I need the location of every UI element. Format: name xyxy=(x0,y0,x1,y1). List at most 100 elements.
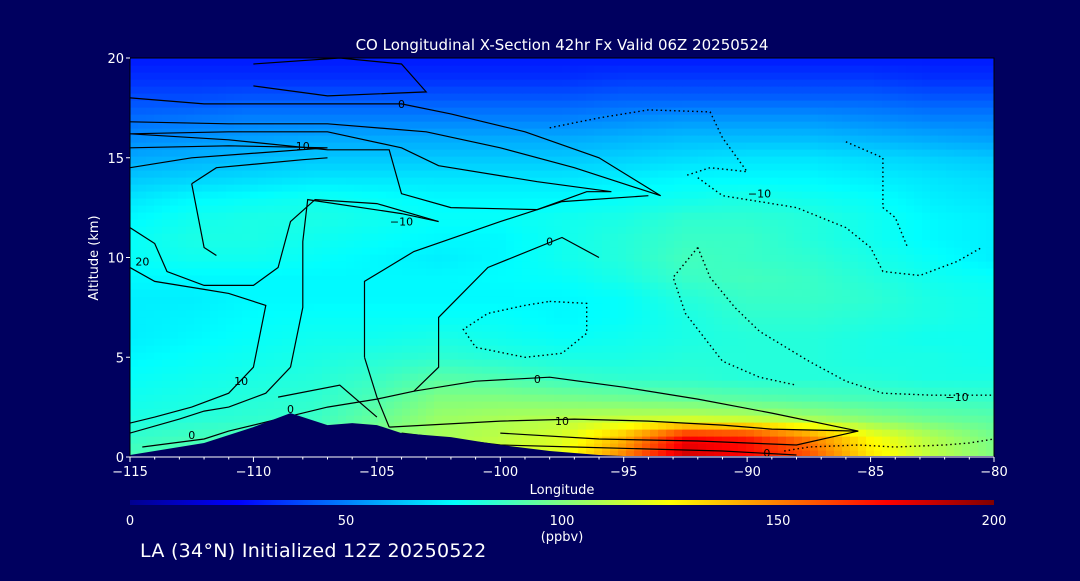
field-cell xyxy=(450,170,459,178)
field-cell xyxy=(802,443,811,451)
field-cell xyxy=(698,338,707,346)
field-cell xyxy=(242,387,251,395)
field-cell xyxy=(818,268,827,276)
field-cell xyxy=(370,240,379,248)
field-cell xyxy=(834,219,843,227)
field-cell xyxy=(402,268,411,276)
field-cell xyxy=(914,205,923,213)
field-cell xyxy=(250,317,259,325)
field-cell xyxy=(642,191,651,199)
field-cell xyxy=(658,233,667,241)
field-cell xyxy=(178,163,187,171)
field-cell xyxy=(418,219,427,227)
field-cell xyxy=(882,317,891,325)
field-cell xyxy=(722,205,731,213)
field-cell xyxy=(170,142,179,150)
field-cell xyxy=(314,198,323,206)
field-cell xyxy=(906,380,915,388)
field-cell xyxy=(930,317,939,325)
field-cell xyxy=(522,352,531,360)
field-cell xyxy=(674,268,683,276)
field-cell xyxy=(802,324,811,332)
field-cell xyxy=(762,191,771,199)
field-cell xyxy=(442,177,451,185)
field-cell xyxy=(770,401,779,409)
field-cell xyxy=(186,296,195,304)
field-cell xyxy=(722,226,731,234)
field-cell xyxy=(594,219,603,227)
field-cell xyxy=(802,317,811,325)
field-cell xyxy=(402,282,411,290)
field-cell xyxy=(410,366,419,374)
field-cell xyxy=(466,387,475,395)
field-cell xyxy=(778,380,787,388)
field-cell xyxy=(818,198,827,206)
field-cell xyxy=(490,331,499,339)
field-cell xyxy=(882,156,891,164)
field-cell xyxy=(626,219,635,227)
field-cell xyxy=(530,135,539,143)
field-cell xyxy=(754,163,763,171)
field-cell xyxy=(986,177,994,185)
field-cell xyxy=(962,282,971,290)
field-cell xyxy=(482,408,491,416)
field-cell xyxy=(890,282,899,290)
field-cell xyxy=(642,142,651,150)
field-cell xyxy=(842,170,851,178)
field-cell xyxy=(162,261,171,269)
field-cell xyxy=(338,247,347,255)
field-cell xyxy=(338,254,347,262)
field-cell xyxy=(666,366,675,374)
field-cell xyxy=(546,296,555,304)
field-cell xyxy=(530,422,539,430)
field-cell xyxy=(458,429,467,437)
field-cell xyxy=(218,380,227,388)
field-cell xyxy=(962,135,971,143)
field-cell xyxy=(930,450,939,457)
field-cell xyxy=(274,219,283,227)
field-cell xyxy=(642,429,651,437)
field-cell xyxy=(394,345,403,353)
field-cell xyxy=(938,282,947,290)
field-cell xyxy=(986,436,994,444)
field-cell xyxy=(794,408,803,416)
field-cell xyxy=(570,429,579,437)
field-cell xyxy=(242,289,251,297)
field-cell xyxy=(378,296,387,304)
field-cell xyxy=(234,289,243,297)
field-cell xyxy=(762,394,771,402)
field-cell xyxy=(482,359,491,367)
field-cell xyxy=(554,331,563,339)
field-cell xyxy=(546,177,555,185)
field-cell xyxy=(498,156,507,164)
field-cell xyxy=(706,212,715,220)
field-cell xyxy=(834,212,843,220)
field-cell xyxy=(218,226,227,234)
field-cell xyxy=(546,408,555,416)
field-cell xyxy=(370,275,379,283)
field-cell xyxy=(522,226,531,234)
field-cell xyxy=(938,401,947,409)
field-cell xyxy=(978,191,987,199)
field-cell xyxy=(586,401,595,409)
field-cell xyxy=(354,401,363,409)
field-cell xyxy=(218,191,227,199)
field-cell xyxy=(370,415,379,423)
field-cell xyxy=(962,219,971,227)
field-cell xyxy=(730,324,739,332)
field-cell xyxy=(906,331,915,339)
field-cell xyxy=(306,219,315,227)
field-cell xyxy=(930,254,939,262)
field-cell xyxy=(434,226,443,234)
field-cell xyxy=(130,408,139,416)
field-cell xyxy=(306,205,315,213)
field-cell xyxy=(154,394,163,402)
field-cell xyxy=(410,177,419,185)
field-cell xyxy=(706,450,715,457)
field-cell xyxy=(938,429,947,437)
field-cell xyxy=(202,268,211,276)
field-cell xyxy=(826,135,835,143)
field-cell xyxy=(882,331,891,339)
field-cell xyxy=(618,247,627,255)
field-cell xyxy=(930,303,939,311)
